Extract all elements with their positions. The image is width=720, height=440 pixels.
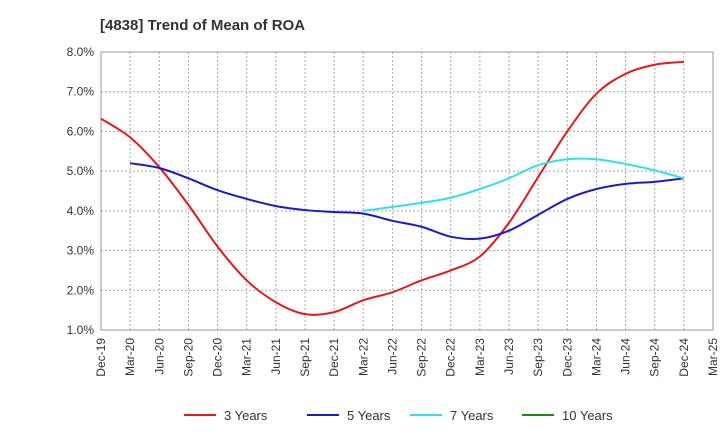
x-tick-label: Dec-20: [211, 338, 225, 377]
y-tick-label: 5.0%: [67, 164, 95, 178]
y-axis: 1.0% 2.0% 3.0% 4.0% 5.0% 6.0% 7.0% 8.0%: [67, 45, 95, 337]
legend-label: 3 Years: [224, 408, 268, 423]
legend-label: 10 Years: [562, 408, 613, 423]
y-tick-label: 4.0%: [67, 204, 95, 218]
x-tick-label: Mar-20: [123, 338, 137, 376]
x-axis: Dec-19 Mar-20 Jun-20 Sep-20 Dec-20 Mar-21 Jun-…: [94, 338, 720, 377]
y-tick-label: 2.0%: [67, 283, 95, 297]
x-tick-label: Dec-23: [560, 338, 574, 377]
y-tick-label: 3.0%: [67, 244, 95, 258]
x-tick-label: Sep-22: [415, 338, 429, 377]
y-tick-label: 1.0%: [67, 323, 95, 337]
x-tick-label: Sep-20: [181, 338, 195, 377]
x-tick-label: Sep-21: [298, 338, 312, 377]
x-tick-label: Dec-21: [327, 338, 341, 377]
y-tick-label: 8.0%: [67, 45, 95, 59]
legend: 3 Years 5 Years 7 Years 10 Years: [184, 408, 613, 423]
y-tick-label: 7.0%: [67, 85, 95, 99]
x-tick-label: Jun-24: [619, 338, 633, 375]
plot-area: [100, 51, 714, 331]
y-tick-label: 6.0%: [67, 124, 95, 138]
legend-label: 5 Years: [347, 408, 391, 423]
x-tick-label: Mar-23: [473, 338, 487, 376]
x-tick-label: Mar-25: [706, 338, 720, 376]
x-tick-label: Jun-20: [152, 338, 166, 375]
x-tick-label: Jun-21: [269, 338, 283, 375]
x-tick-label: Dec-22: [444, 338, 458, 377]
grid: [100, 51, 714, 331]
x-tick-label: Sep-24: [648, 338, 662, 377]
x-tick-label: Mar-22: [356, 338, 370, 376]
x-tick-label: Dec-24: [677, 338, 691, 377]
x-tick-label: Jun-22: [385, 338, 399, 375]
series-line: [100, 60, 684, 316]
chart-title: [4838] Trend of Mean of ROA: [100, 17, 305, 34]
x-tick-label: Mar-24: [589, 338, 603, 376]
x-tick-label: Sep-23: [531, 338, 545, 377]
legend-label: 7 Years: [450, 408, 494, 423]
x-tick-label: Jun-23: [502, 338, 516, 375]
series-line: [129, 162, 684, 241]
x-tick-label: Mar-21: [240, 338, 254, 376]
series-line: [363, 157, 685, 212]
series-lines: [100, 60, 685, 316]
x-tick-label: Dec-19: [94, 338, 108, 377]
